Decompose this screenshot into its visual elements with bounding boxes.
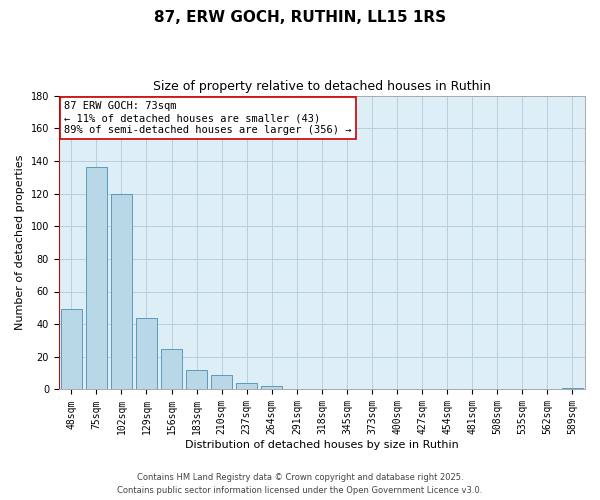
Text: Contains HM Land Registry data © Crown copyright and database right 2025.
Contai: Contains HM Land Registry data © Crown c… (118, 474, 482, 495)
Bar (261, 386, 283, 390)
Bar (211, 375, 232, 390)
Bar (186, 370, 207, 390)
Bar (236, 383, 257, 390)
Bar (111, 194, 132, 390)
X-axis label: Distribution of detached houses by size in Ruthin: Distribution of detached houses by size … (185, 440, 459, 450)
Bar (136, 318, 157, 390)
Bar (61, 310, 82, 390)
Y-axis label: Number of detached properties: Number of detached properties (15, 155, 25, 330)
Bar (562, 388, 583, 390)
Title: Size of property relative to detached houses in Ruthin: Size of property relative to detached ho… (153, 80, 491, 93)
Bar (161, 348, 182, 390)
Bar (86, 168, 107, 390)
Text: 87 ERW GOCH: 73sqm
← 11% of detached houses are smaller (43)
89% of semi-detache: 87 ERW GOCH: 73sqm ← 11% of detached hou… (64, 102, 352, 134)
Text: 87, ERW GOCH, RUTHIN, LL15 1RS: 87, ERW GOCH, RUTHIN, LL15 1RS (154, 10, 446, 25)
